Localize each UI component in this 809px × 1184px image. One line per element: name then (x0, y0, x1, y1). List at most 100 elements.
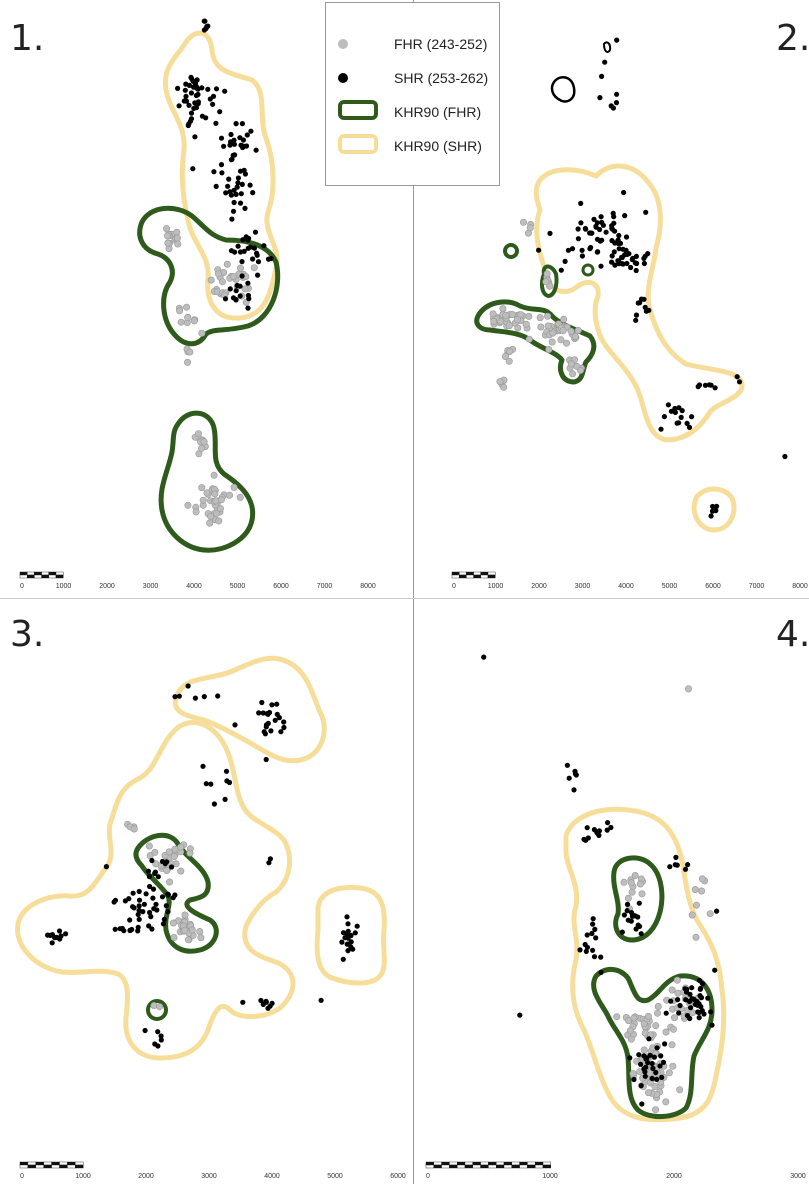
shr-point (222, 88, 228, 94)
fhr-point (513, 316, 521, 324)
shr-point (654, 1076, 660, 1082)
shr-point (579, 253, 586, 259)
shr-point (130, 904, 136, 910)
fhr-point (177, 843, 185, 851)
shr-point (642, 1069, 648, 1075)
shr-point (712, 385, 718, 391)
shr-point (641, 296, 647, 302)
scalebar-segment (41, 571, 49, 576)
scalebar-segment (51, 1164, 60, 1169)
fhr-point (542, 278, 550, 286)
shr-point (130, 890, 136, 896)
shr-point (233, 121, 239, 127)
scalebar-segment (19, 574, 28, 579)
shr-point (233, 191, 239, 197)
fhr-point (130, 825, 138, 833)
legend-label-khr-fhr: KHR90 (FHR) (394, 104, 482, 120)
shr-point (650, 1065, 656, 1071)
shr-point (175, 85, 181, 91)
shr-point (636, 1052, 642, 1058)
shr-point (250, 190, 256, 196)
fhr-point (544, 312, 552, 320)
shr-point (241, 248, 247, 254)
shr-point (571, 787, 577, 793)
shr-point (225, 183, 231, 189)
scalebar-segment (480, 571, 489, 576)
fhr-point (517, 311, 525, 319)
fhr-point (226, 491, 234, 499)
fhr-point (628, 888, 636, 896)
panel-2-fhr-contour-dot1 (503, 243, 519, 259)
fhr-point (653, 1009, 661, 1017)
scale-tick-label: 1000 (56, 583, 72, 590)
shr-point (176, 103, 182, 109)
fhr-point (562, 339, 570, 347)
fhr-point (626, 1027, 634, 1035)
fhr-point (706, 910, 714, 918)
shr-point (215, 693, 221, 699)
fhr-point (644, 1012, 652, 1020)
scale-tick-label: 4000 (264, 1173, 280, 1180)
shr-point (245, 305, 251, 311)
fhr-point (506, 347, 514, 355)
legend-label-fhr: FHR (243-252) (394, 36, 488, 52)
scalebar-segment (55, 574, 64, 579)
shr-point (203, 25, 209, 32)
fhr-point (230, 483, 238, 491)
shr-point (165, 891, 171, 897)
shr-point (227, 286, 233, 292)
fhr-point (177, 318, 185, 326)
scale-tick-label: 6000 (390, 1173, 406, 1180)
shr-point (609, 253, 615, 259)
shr-point (231, 141, 237, 147)
shr-point (589, 930, 595, 937)
fhr-point (692, 901, 700, 909)
shr-point (228, 248, 235, 254)
shr-point (235, 243, 241, 249)
shr-point (245, 237, 251, 243)
panel-2-fhr-contour-dot2 (581, 263, 595, 277)
fhr-point (501, 352, 509, 360)
shr-point (610, 105, 617, 111)
shr-point (345, 948, 351, 954)
shr-point (663, 1010, 669, 1016)
shr-point (584, 825, 590, 831)
fhr-point (216, 505, 224, 513)
shr-point (339, 939, 345, 945)
shr-point (575, 236, 582, 242)
shr-point (243, 143, 250, 149)
fhr-point (549, 329, 557, 337)
shr-point (207, 96, 213, 102)
shr-point (254, 250, 260, 256)
shr-point (136, 897, 143, 903)
shr-point (591, 216, 597, 222)
shr-point (572, 768, 578, 774)
shr-point (695, 1002, 701, 1008)
scalebar-segment (503, 1164, 513, 1169)
shr-point (272, 717, 278, 723)
scalebar-segment (43, 1164, 52, 1169)
fhr-point (620, 878, 628, 886)
shr-point (217, 109, 223, 115)
shr-point (240, 237, 246, 243)
shr-point (112, 897, 119, 903)
shr-point (536, 247, 542, 253)
scalebar-segment (466, 571, 474, 576)
shr-point (233, 296, 239, 303)
scale-tick-label: 7000 (749, 583, 765, 590)
fhr-point (502, 311, 510, 319)
fhr-point (223, 260, 231, 268)
fhr-point (525, 335, 533, 343)
shr-point (646, 1036, 652, 1042)
shr-point (675, 997, 681, 1003)
shr-point (713, 508, 719, 514)
shr-point (278, 729, 284, 735)
shr-point (239, 259, 245, 265)
panel-2-number: 2. (776, 18, 809, 59)
scalebar-segment (41, 574, 49, 579)
fhr-point (207, 513, 215, 521)
shr-point (647, 1052, 653, 1058)
shr-point (639, 1101, 645, 1107)
shr-point (611, 214, 617, 220)
scalebar-segment (457, 1161, 466, 1166)
